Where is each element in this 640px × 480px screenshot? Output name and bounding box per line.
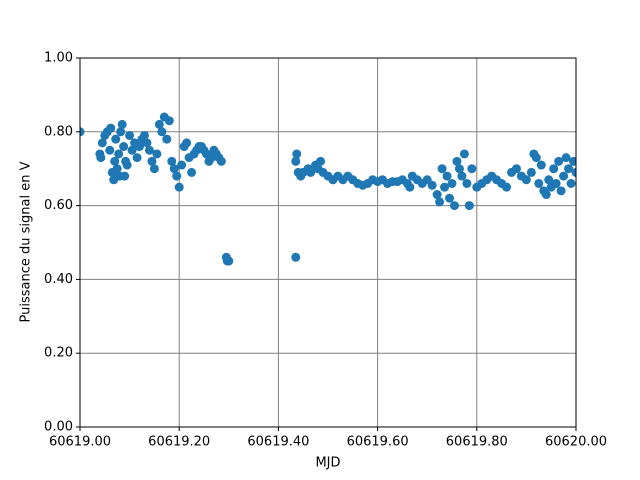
point bbox=[139, 130, 149, 140]
point bbox=[457, 171, 467, 181]
point bbox=[80, 127, 85, 137]
point bbox=[157, 127, 167, 137]
point bbox=[114, 149, 124, 159]
y-tick-label: 0.80 bbox=[44, 124, 73, 139]
point bbox=[452, 156, 462, 166]
point bbox=[536, 160, 546, 170]
point bbox=[459, 149, 469, 159]
point bbox=[462, 178, 472, 188]
point bbox=[152, 149, 162, 159]
y-tick-label: 0.60 bbox=[44, 198, 73, 213]
point bbox=[511, 164, 521, 174]
point bbox=[549, 164, 559, 174]
point bbox=[96, 153, 106, 163]
x-tick-label: 60619.60 bbox=[347, 435, 409, 450]
point bbox=[132, 153, 142, 163]
point bbox=[541, 190, 551, 200]
point bbox=[106, 123, 116, 133]
point bbox=[447, 178, 457, 188]
point bbox=[154, 119, 164, 129]
point bbox=[316, 156, 326, 166]
point bbox=[182, 138, 192, 148]
point bbox=[292, 149, 302, 159]
point bbox=[526, 167, 536, 177]
point bbox=[544, 175, 554, 185]
point bbox=[144, 145, 154, 155]
points bbox=[80, 112, 576, 266]
point bbox=[561, 153, 571, 163]
point bbox=[172, 171, 182, 181]
point bbox=[142, 138, 152, 148]
y-tick-label: 0.40 bbox=[44, 272, 73, 287]
point bbox=[405, 182, 415, 192]
point bbox=[162, 134, 172, 144]
y-tick-label: 0.00 bbox=[44, 420, 73, 435]
point bbox=[534, 178, 544, 188]
x-tick-label: 60619.20 bbox=[148, 435, 210, 450]
point bbox=[112, 164, 122, 174]
point bbox=[111, 134, 121, 144]
point bbox=[127, 145, 137, 155]
y-tick-label: 1.00 bbox=[44, 51, 73, 66]
point bbox=[177, 160, 187, 170]
x-axis-label: MJD bbox=[315, 456, 340, 471]
point bbox=[531, 153, 541, 163]
point bbox=[135, 142, 145, 152]
point bbox=[117, 119, 127, 129]
x-tick-label: 60620.00 bbox=[545, 435, 607, 450]
point bbox=[569, 156, 576, 166]
y-tick-label: 0.20 bbox=[44, 346, 73, 361]
point bbox=[291, 252, 301, 262]
point bbox=[521, 175, 531, 185]
point bbox=[122, 160, 132, 170]
point bbox=[110, 156, 120, 166]
point bbox=[116, 127, 126, 137]
point bbox=[464, 201, 474, 211]
point bbox=[291, 156, 301, 166]
point bbox=[174, 182, 184, 192]
point bbox=[125, 130, 135, 140]
point bbox=[440, 182, 450, 192]
point bbox=[449, 201, 459, 211]
point bbox=[566, 178, 576, 188]
point bbox=[149, 164, 159, 174]
point bbox=[445, 193, 455, 203]
point bbox=[216, 156, 226, 166]
point bbox=[224, 256, 234, 266]
point bbox=[105, 145, 115, 155]
point bbox=[120, 171, 130, 181]
x-tick-label: 60619.80 bbox=[446, 435, 508, 450]
grid bbox=[79, 57, 577, 428]
point bbox=[432, 190, 442, 200]
x-tick-label: 60619.40 bbox=[247, 435, 309, 450]
point bbox=[119, 142, 129, 152]
point bbox=[467, 164, 477, 174]
point bbox=[571, 167, 576, 177]
point bbox=[427, 180, 437, 190]
axes-frame bbox=[79, 57, 577, 428]
point bbox=[167, 156, 177, 166]
point bbox=[551, 178, 561, 188]
point bbox=[97, 138, 107, 148]
point bbox=[442, 171, 452, 181]
point bbox=[147, 156, 157, 166]
point bbox=[169, 164, 179, 174]
point bbox=[502, 182, 512, 192]
point bbox=[164, 116, 174, 126]
point bbox=[559, 171, 569, 181]
point bbox=[454, 164, 464, 174]
point bbox=[554, 156, 564, 166]
point bbox=[437, 164, 447, 174]
y-axis-label: Puissance du signal en V bbox=[19, 161, 34, 322]
point bbox=[564, 164, 574, 174]
point bbox=[187, 167, 197, 177]
x-tick-label: 60619.00 bbox=[49, 435, 111, 450]
point bbox=[556, 186, 566, 196]
ticks: 60619.00 60619.20 60619.40 60619.60 60619.80… bbox=[44, 51, 607, 450]
point bbox=[435, 197, 445, 207]
